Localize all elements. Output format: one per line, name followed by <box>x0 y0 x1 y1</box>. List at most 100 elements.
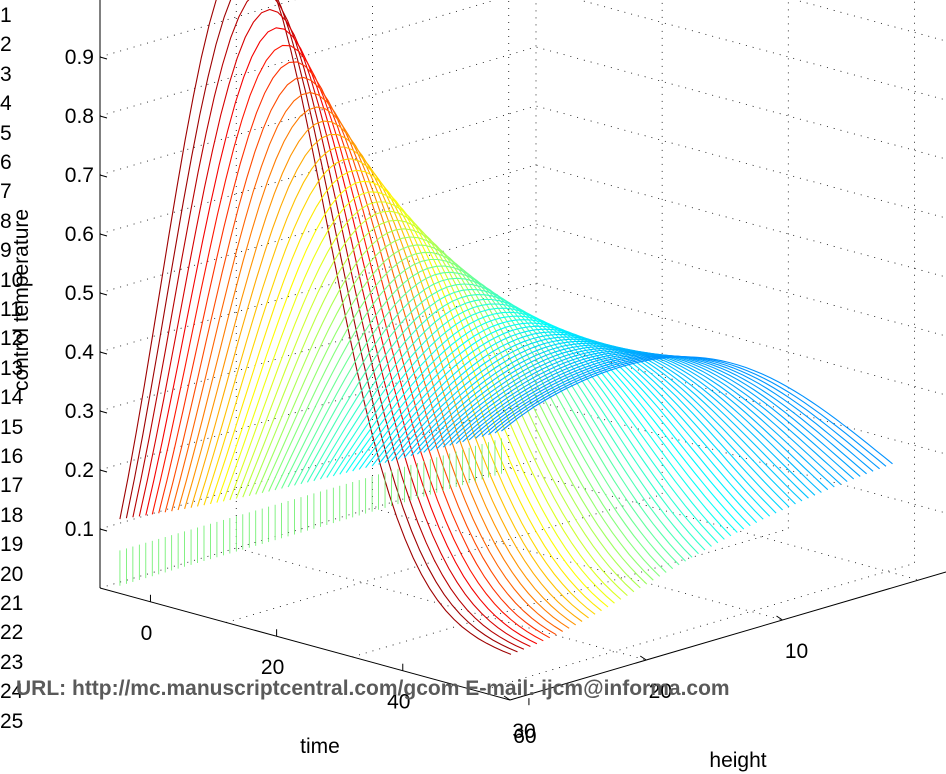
curve-series <box>119 0 893 655</box>
y-axis-line <box>509 571 946 701</box>
surface-curve <box>358 322 751 527</box>
surface-curve <box>203 158 596 615</box>
surface-curve <box>397 338 790 508</box>
tick-labels: 0.1 0.2 0.3 0.4 0.5 0.6 0.7 0.8 0.9 0 20 40 60 10 20 30 <box>65 46 808 748</box>
z-tick <box>99 528 108 532</box>
line-number: 3 <box>0 62 12 86</box>
z-tick <box>99 56 108 60</box>
y-tick <box>639 655 647 661</box>
line-number: 10 <box>0 268 24 292</box>
line-number: 24 <box>0 680 24 704</box>
surface-curve <box>326 303 719 544</box>
surface-curve <box>164 76 557 636</box>
z-tick-label: 0.8 <box>65 105 94 128</box>
surface-curve <box>306 288 699 555</box>
z-tick-label: 0.1 <box>65 518 94 541</box>
z-tick <box>99 292 108 296</box>
line-number: 18 <box>0 503 24 527</box>
grid-line <box>99 164 946 294</box>
line-number: 19 <box>0 533 24 557</box>
surface-curve <box>209 169 602 612</box>
grid-line <box>99 46 946 176</box>
surface-curve <box>171 91 563 632</box>
y-tick-label: 20 <box>649 680 672 703</box>
line-number: 25 <box>0 709 24 733</box>
surface-curve <box>151 44 544 642</box>
z-tick-label: 0.3 <box>65 400 94 423</box>
surface-curve <box>384 334 777 514</box>
line-number: 2 <box>0 33 12 57</box>
line-number: 8 <box>0 209 12 233</box>
x-tick-label: 0 <box>141 622 153 645</box>
line-number: 11 <box>0 298 22 321</box>
axes-box <box>99 0 946 701</box>
surface-curve <box>216 180 609 608</box>
surface-curve <box>501 356 893 465</box>
z-tick-label: 0.6 <box>65 223 94 246</box>
z-tick <box>99 174 108 178</box>
surface-curve <box>184 120 577 626</box>
y-tick-label: 30 <box>512 720 535 743</box>
z-tick <box>99 469 108 473</box>
surface-curve <box>403 340 796 505</box>
surface-curve <box>391 336 783 511</box>
surface-curve <box>294 277 686 562</box>
grid-line <box>508 0 919 581</box>
surface-curve <box>319 298 712 547</box>
surface-curve <box>196 146 589 619</box>
y-tick <box>776 615 783 621</box>
grid-line <box>372 0 783 621</box>
surface-curve <box>332 307 725 540</box>
line-number: 21 <box>0 592 24 615</box>
y-tick <box>503 695 511 701</box>
z-tick-label: 0.5 <box>65 282 94 305</box>
line-number: 13 <box>0 356 24 380</box>
surface-curve <box>365 325 758 523</box>
surface-curve <box>429 347 822 493</box>
x-axis-line <box>99 587 511 701</box>
z-tick <box>99 115 108 119</box>
y-tick-label: 10 <box>785 640 808 663</box>
surface-curve <box>255 236 648 585</box>
surface-curve <box>132 0 525 650</box>
surface-curve <box>378 331 771 517</box>
surface-curve <box>416 344 809 499</box>
surface-curve <box>158 61 551 639</box>
line-number: 16 <box>0 445 24 468</box>
surface-curve <box>177 106 570 629</box>
surface-curve <box>190 133 583 622</box>
line-number: 9 <box>0 239 12 263</box>
x-tick-label: 40 <box>387 691 410 714</box>
surface-curve <box>423 346 816 496</box>
line-number: 23 <box>0 650 24 674</box>
line-number: 6 <box>0 151 12 174</box>
footer-url: URL: http://mc.manuscriptcentral.com/gco… <box>16 677 730 700</box>
line-number: 5 <box>0 121 12 145</box>
z-tick <box>99 351 108 355</box>
grid-lines <box>99 0 946 692</box>
surface-curve <box>352 319 745 530</box>
surface-curve <box>313 294 706 551</box>
grid-line <box>478 0 915 692</box>
y-axis-label: height <box>709 749 766 772</box>
z-tick <box>99 410 108 414</box>
line-number: 22 <box>0 621 24 645</box>
surface-curve <box>410 342 803 502</box>
surface-curve <box>242 219 635 593</box>
line-number: 4 <box>0 92 12 116</box>
surface-curve <box>229 201 622 600</box>
line-number: 17 <box>0 474 24 498</box>
surface-curve <box>371 328 764 520</box>
z-tick-label: 0.7 <box>65 164 94 187</box>
surface-curve <box>145 27 538 645</box>
surface-curve <box>138 8 531 647</box>
line-number: 15 <box>0 415 24 439</box>
surface-curve <box>345 315 738 533</box>
z-tick <box>99 233 108 237</box>
z-tick-label: 0.4 <box>65 341 95 364</box>
line-number: 20 <box>0 562 24 586</box>
base-lines <box>119 438 502 586</box>
surface-curve <box>300 283 693 558</box>
x-tick-label: 60 <box>513 725 536 748</box>
line-number: 14 <box>0 386 24 410</box>
